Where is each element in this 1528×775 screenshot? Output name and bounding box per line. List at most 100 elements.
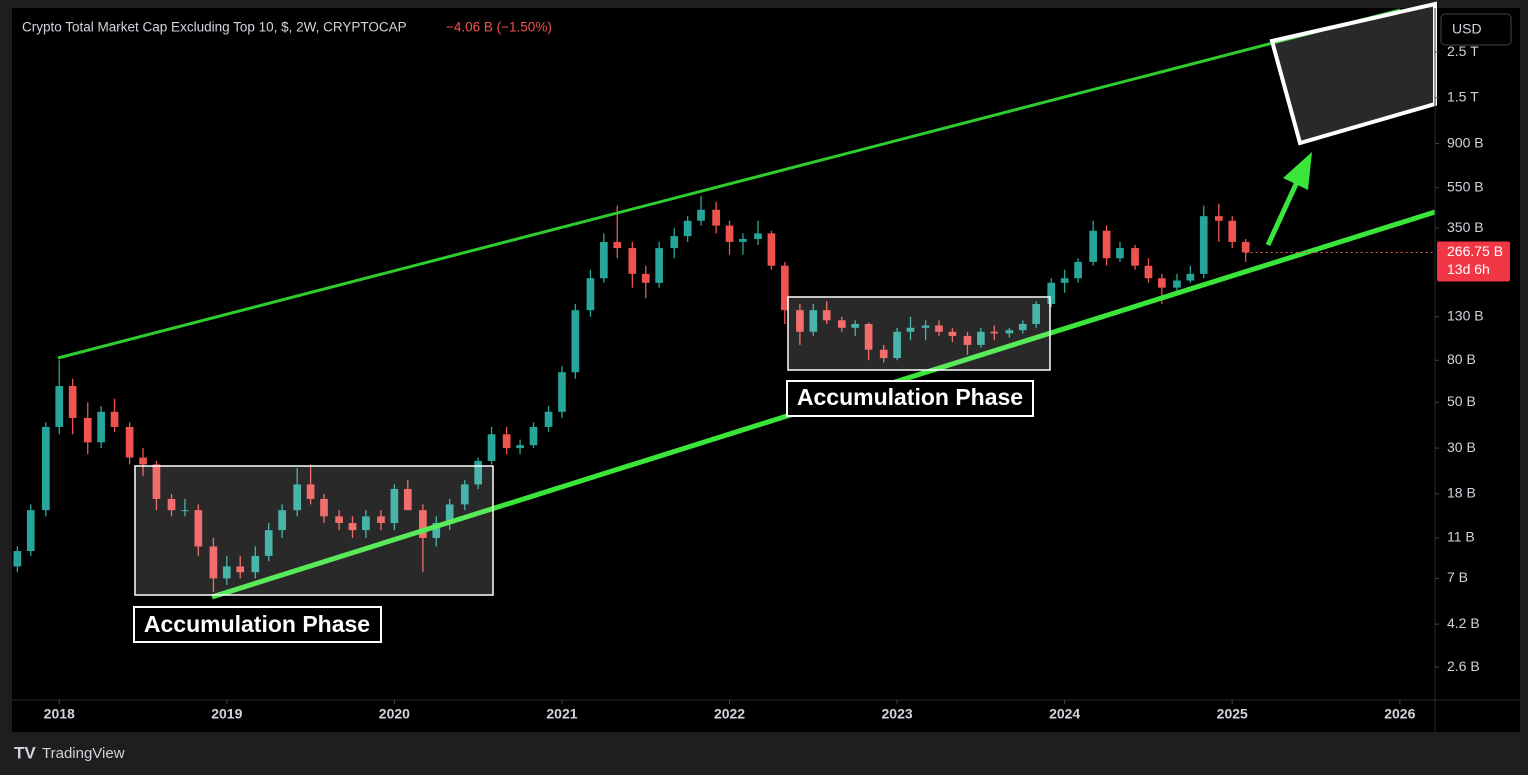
candle-body: [1228, 220, 1237, 242]
candle-body: [822, 310, 831, 321]
x-tick-label: 2021: [546, 706, 577, 722]
y-tick-label: 30 B: [1447, 439, 1476, 455]
candle-body: [809, 310, 818, 332]
annotation: Accumulation Phase: [797, 384, 1023, 410]
candle-body: [1102, 230, 1111, 259]
candle-body: [558, 372, 566, 412]
candle-body: [683, 220, 692, 237]
candle-body: [544, 411, 553, 427]
candle-body: [767, 233, 776, 266]
x-tick-label: 2020: [379, 706, 410, 722]
candle-body: [474, 460, 483, 485]
annotation-box: [786, 380, 1034, 417]
candle-body: [516, 445, 524, 449]
candle-body: [419, 510, 427, 538]
brand-logo: TV: [14, 743, 36, 762]
accumulation-box: [134, 465, 494, 596]
arrow-head: [1283, 152, 1312, 190]
candle-body: [921, 325, 930, 328]
candle-body: [1018, 323, 1027, 331]
candle-body: [152, 464, 161, 499]
candles: [13, 196, 1250, 593]
candle-body: [209, 546, 218, 579]
x-tick-label: 2023: [882, 706, 913, 722]
candle-body: [641, 273, 650, 283]
candle-body: [97, 411, 105, 443]
y-tick-label: 1.5 T: [1447, 89, 1479, 105]
candle-body: [390, 488, 399, 523]
x-tick-label: 2024: [1049, 706, 1080, 722]
x-tick-label: 2026: [1384, 706, 1415, 722]
candle-body: [460, 484, 469, 505]
candle-body: [935, 325, 943, 332]
y-tick-label: 80 B: [1447, 351, 1476, 367]
channel-upper: [57, 8, 1401, 360]
candle-body: [697, 209, 705, 221]
candle-body: [403, 488, 412, 511]
arrow-shaft: [1265, 180, 1300, 247]
candle-body: [780, 265, 789, 311]
candle-body: [222, 566, 231, 579]
candle-body: [110, 411, 119, 427]
candle-body: [1089, 230, 1097, 262]
candle-body: [306, 484, 315, 499]
x-tick-label: 2025: [1217, 706, 1248, 722]
candle-body: [1241, 241, 1250, 253]
candle-body: [293, 484, 302, 511]
candle-body: [851, 323, 860, 328]
candle-body: [1047, 282, 1056, 304]
candle-body: [1032, 303, 1041, 324]
candle-body: [725, 225, 734, 242]
candle-body: [55, 386, 64, 427]
candle-body: [1005, 330, 1014, 334]
candle-body: [362, 516, 370, 531]
candle-body: [879, 349, 888, 359]
candle-body: [278, 510, 286, 531]
y-tick-label: 4.2 B: [1447, 615, 1480, 631]
y-tick-label: 50 B: [1447, 393, 1476, 409]
candle-body: [1199, 216, 1208, 274]
candle-body: [26, 510, 35, 552]
y-tick-label: 550 B: [1447, 178, 1484, 194]
y-tick-label: 11 B: [1447, 529, 1475, 545]
candle-body: [796, 310, 804, 332]
candle-body: [628, 248, 637, 274]
annotation-box: [133, 606, 382, 643]
chart-title: Crypto Total Market Cap Excluding Top 10…: [22, 20, 407, 35]
candle-body: [754, 233, 762, 239]
y-tick-label: 130 B: [1447, 308, 1484, 324]
candle-body: [264, 530, 273, 556]
candle-body: [139, 457, 147, 465]
candle-body: [600, 241, 608, 279]
x-tick-label: 2022: [714, 706, 745, 722]
price-tag: 266.75 B 13d 6h: [1245, 241, 1510, 282]
candle-body: [990, 331, 999, 334]
candle-body: [655, 248, 663, 283]
annotation: Accumulation Phase: [144, 611, 370, 637]
candle-body: [739, 238, 747, 242]
candle-body: [167, 498, 176, 511]
currency-button[interactable]: [1440, 13, 1512, 46]
y-tick-label: 2.6 B: [1447, 658, 1480, 674]
currency[interactable]: USD: [1452, 21, 1482, 37]
candle-body: [432, 522, 441, 538]
candle-body: [377, 516, 385, 523]
candle-body: [502, 434, 511, 449]
axes: 2.6 B 4.2 B 7 B 11 B 18 B 30 B 50 B 80 B 130 B 35…: [44, 43, 1484, 722]
candle-body: [41, 426, 50, 511]
candle-body: [445, 504, 454, 523]
candle-body: [906, 327, 915, 332]
candle-body: [948, 331, 957, 336]
candle-body: [125, 426, 134, 458]
candle-body: [613, 241, 622, 249]
countdown: 13d 6h: [1447, 261, 1490, 277]
candle-body: [1158, 278, 1166, 288]
candle-body: [13, 551, 22, 567]
candle-body: [348, 522, 357, 531]
candle-body: [1173, 280, 1181, 288]
candle-body: [977, 331, 985, 345]
candle-body: [893, 331, 901, 359]
candle-body: [712, 209, 720, 226]
